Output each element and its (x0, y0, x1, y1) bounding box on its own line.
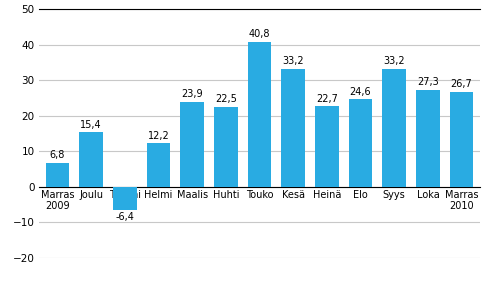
Text: 40,8: 40,8 (248, 29, 270, 39)
Bar (415, 90, 439, 187)
Bar (213, 107, 237, 187)
Bar (382, 69, 405, 187)
Bar (113, 187, 136, 210)
Text: 23,9: 23,9 (181, 89, 202, 99)
Text: 15,4: 15,4 (80, 120, 102, 130)
Text: 33,2: 33,2 (282, 56, 303, 66)
Bar (79, 132, 103, 187)
Bar (45, 163, 69, 187)
Text: -6,4: -6,4 (115, 212, 134, 222)
Text: 22,5: 22,5 (214, 94, 236, 104)
Bar (315, 106, 338, 187)
Text: 33,2: 33,2 (383, 56, 404, 66)
Text: 27,3: 27,3 (416, 77, 438, 87)
Bar (281, 69, 304, 187)
Text: 26,7: 26,7 (450, 80, 471, 89)
Bar (146, 143, 170, 187)
Bar (449, 92, 472, 187)
Bar (348, 99, 372, 187)
Text: 24,6: 24,6 (349, 87, 371, 97)
Bar (247, 42, 271, 187)
Bar (180, 102, 203, 187)
Text: 12,2: 12,2 (147, 131, 169, 141)
Text: 22,7: 22,7 (315, 94, 337, 103)
Text: 6,8: 6,8 (49, 150, 65, 160)
